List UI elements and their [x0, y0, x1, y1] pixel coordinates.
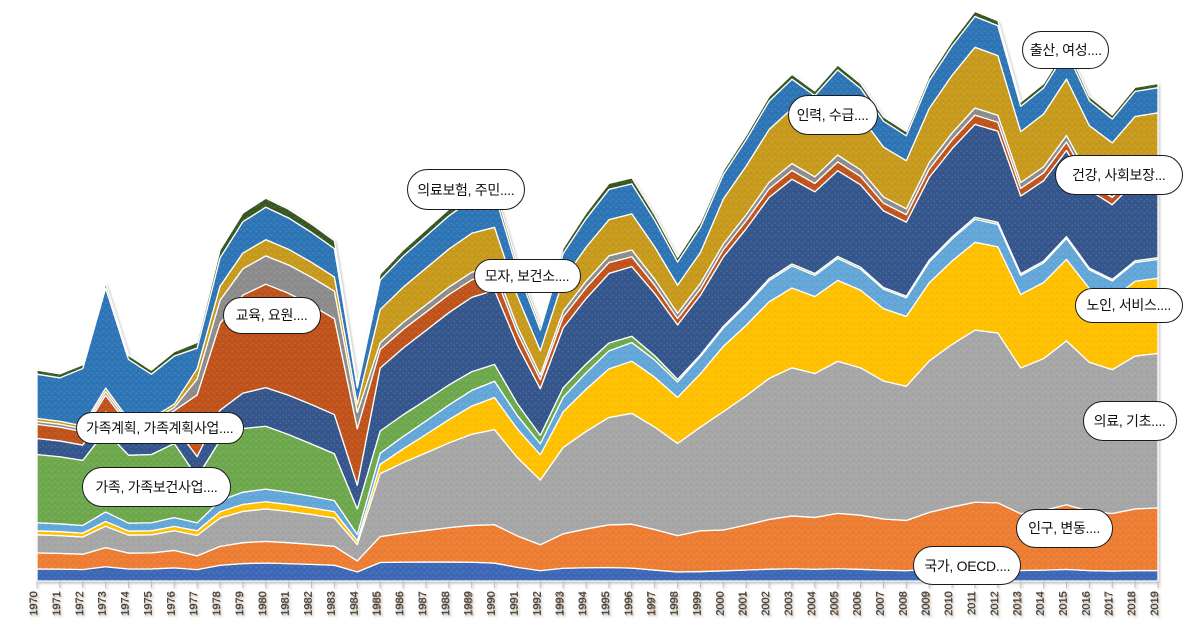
- svg-text:2019: 2019: [1149, 591, 1161, 615]
- svg-text:1997: 1997: [646, 591, 658, 615]
- svg-text:2010: 2010: [943, 591, 955, 615]
- svg-text:1992: 1992: [531, 591, 543, 615]
- svg-text:1982: 1982: [303, 591, 315, 615]
- svg-text:2016: 2016: [1080, 591, 1092, 615]
- svg-text:1984: 1984: [348, 591, 360, 615]
- svg-text:1975: 1975: [142, 591, 154, 615]
- svg-text:1994: 1994: [577, 591, 589, 615]
- svg-text:1972: 1972: [74, 591, 86, 615]
- svg-text:2000: 2000: [714, 591, 726, 615]
- svg-text:2017: 2017: [1103, 591, 1115, 615]
- svg-text:1990: 1990: [486, 591, 498, 615]
- svg-text:2008: 2008: [897, 591, 909, 615]
- svg-text:1980: 1980: [257, 591, 269, 615]
- svg-text:2013: 2013: [1012, 591, 1024, 615]
- svg-text:1983: 1983: [325, 591, 337, 615]
- svg-text:1991: 1991: [508, 591, 520, 615]
- svg-text:2012: 2012: [989, 591, 1001, 615]
- svg-text:2002: 2002: [760, 591, 772, 615]
- svg-text:1979: 1979: [234, 591, 246, 615]
- svg-text:1986: 1986: [394, 591, 406, 615]
- svg-text:1987: 1987: [417, 591, 429, 615]
- svg-text:1971: 1971: [51, 591, 63, 615]
- svg-text:2005: 2005: [829, 591, 841, 615]
- svg-text:1973: 1973: [97, 591, 109, 615]
- svg-text:2004: 2004: [806, 591, 818, 615]
- svg-text:2007: 2007: [874, 591, 886, 615]
- svg-text:1989: 1989: [463, 591, 475, 615]
- svg-text:2018: 2018: [1126, 591, 1138, 615]
- svg-text:2014: 2014: [1035, 591, 1047, 615]
- svg-text:1985: 1985: [371, 591, 383, 615]
- svg-text:1993: 1993: [554, 591, 566, 615]
- svg-text:1988: 1988: [440, 591, 452, 615]
- svg-text:1999: 1999: [691, 591, 703, 615]
- svg-text:2003: 2003: [783, 591, 795, 615]
- svg-text:1995: 1995: [600, 591, 612, 615]
- svg-text:1970: 1970: [28, 591, 40, 615]
- svg-text:1974: 1974: [120, 591, 132, 615]
- svg-text:1976: 1976: [165, 591, 177, 615]
- svg-text:1981: 1981: [280, 591, 292, 615]
- svg-text:2001: 2001: [737, 591, 749, 615]
- svg-text:2006: 2006: [852, 591, 864, 615]
- svg-text:2009: 2009: [920, 591, 932, 615]
- svg-text:2015: 2015: [1057, 591, 1069, 615]
- svg-text:1978: 1978: [211, 591, 223, 615]
- svg-text:1996: 1996: [623, 591, 635, 615]
- svg-text:1998: 1998: [669, 591, 681, 615]
- svg-text:1977: 1977: [188, 591, 200, 615]
- svg-text:2011: 2011: [966, 591, 978, 615]
